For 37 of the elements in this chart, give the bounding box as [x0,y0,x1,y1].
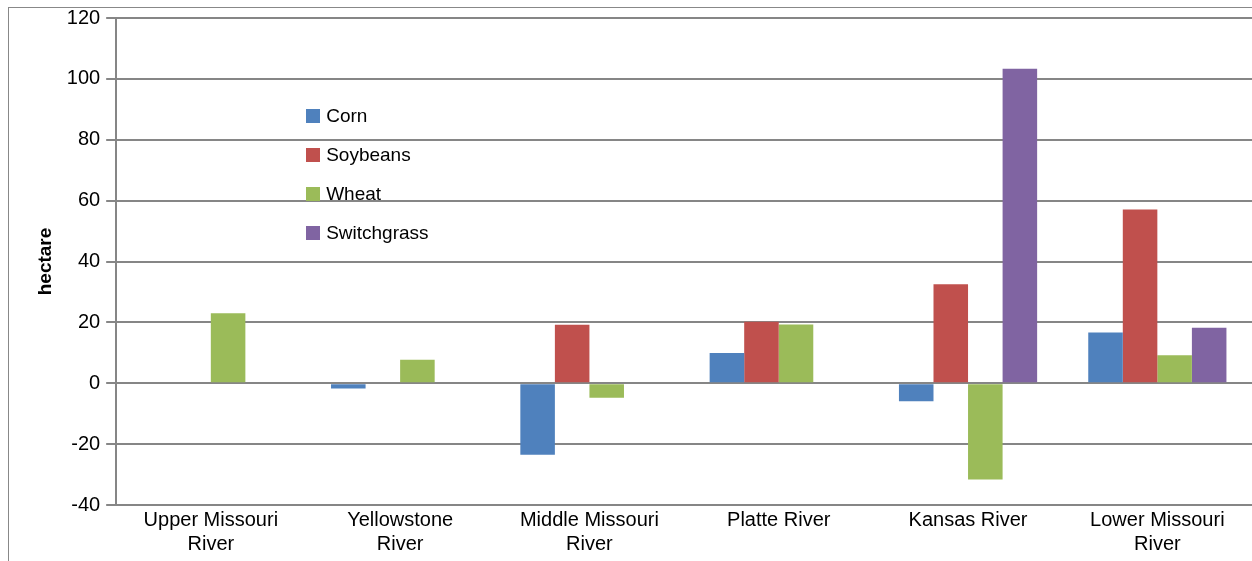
bar [520,384,555,455]
x-tick-label: Upper Missouri River [143,507,279,554]
y-tick-label: 20 [77,309,101,332]
y-tick-label: 120 [66,5,101,28]
y-tick-label: 80 [77,127,101,150]
x-tick-label: Kansas River [908,507,1028,530]
y-tick-label: 100 [66,66,101,89]
y-tick-label: -40 [71,492,101,515]
bar [1002,68,1038,383]
bar [744,321,779,383]
x-tick-label: Lower Missouri River [1090,507,1225,554]
bar [400,359,435,383]
bar [1088,332,1123,383]
bar [1191,327,1227,383]
bar [933,284,969,383]
legend-label: Wheat [326,182,382,205]
legend-label: Switchgrass [326,221,429,244]
bar [331,384,366,389]
bar [709,353,745,383]
bar [778,324,814,383]
x-tick-label: Platte River [727,507,831,530]
bar [1122,209,1158,383]
y-tick-label: -20 [71,431,101,454]
bar [898,384,934,402]
legend-label: Soybeans [326,143,411,166]
bar [1157,355,1192,383]
y-tick-label: 40 [77,249,101,272]
bar [210,313,246,383]
y-tick-label: 60 [77,188,101,211]
legend-label: Corn [326,104,368,127]
bar [589,384,624,398]
bar [554,324,590,383]
y-tick-label: 0 [89,370,101,393]
x-tick-label: Yellowstone River [347,507,454,554]
y-axis-title: hectare [33,227,55,296]
x-tick-label: Middle Missouri River [519,507,659,554]
bar [968,384,1003,480]
